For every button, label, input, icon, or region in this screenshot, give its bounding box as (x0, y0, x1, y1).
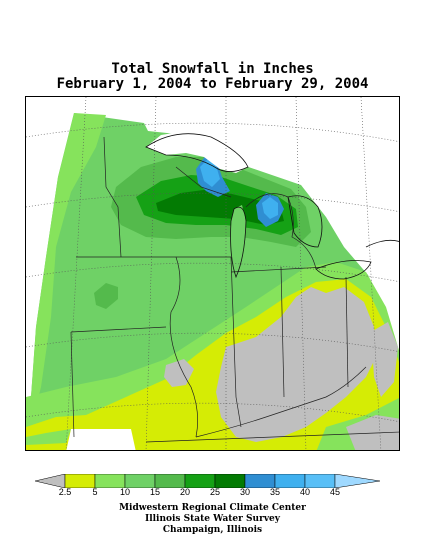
legend-tick-label: 40 (299, 487, 310, 497)
legend-swatch-below-2-5 (35, 474, 66, 488)
graticule-line (26, 262, 399, 282)
lake-michigan (230, 205, 246, 277)
state-boundary (345, 276, 349, 388)
mississippi-river (169, 256, 198, 438)
ohio-river (195, 366, 367, 438)
snowfall-zone-5-10-lower-left (26, 429, 71, 445)
legend-swatch-30-to-35 (244, 474, 276, 488)
color-legend: 2.5 5 10 15 20 25 30 35 40 45 (35, 474, 395, 514)
legend-tick-label: 30 (239, 487, 250, 497)
graticule-line (26, 402, 399, 422)
legend-swatch-40-to-45 (304, 474, 336, 488)
graticule-line (26, 122, 399, 142)
legend-tick-label: 20 (179, 487, 190, 497)
legend-tick-label: 15 (149, 487, 160, 497)
snowfall-map (25, 96, 400, 451)
legend-tick-label: 35 (269, 487, 280, 497)
graticule-line (26, 332, 399, 352)
lake-ontario-shore (365, 239, 399, 248)
snowfall-map-canvas (26, 97, 399, 450)
state-boundary (230, 266, 327, 273)
lake-superior (146, 131, 248, 173)
snowfall-zone-25-30 (156, 189, 284, 225)
legend-swatch-35-to-40 (274, 474, 306, 488)
lake-superior-shore (145, 133, 249, 172)
legend-bar (35, 474, 381, 488)
lake-erie-shore (315, 260, 372, 280)
legend-swatch-2-5-to-5 (64, 474, 96, 488)
michigan-outline (245, 193, 317, 270)
graticule-line (65, 97, 87, 450)
snowfall-zone-35-40-lower-mi (262, 197, 278, 219)
credit-line: Champaign, Illinois (162, 525, 263, 535)
credit-line: Midwestern Regional Climate Center (119, 503, 306, 513)
state-boundary (230, 256, 242, 428)
graticule-line (145, 97, 157, 450)
snowfall-zone-under-2-5-south (346, 415, 399, 450)
legend-swatch-15-to-20 (154, 474, 186, 488)
legend-tick-label: 5 (92, 487, 98, 497)
legend-tick-label: 2.5 (58, 487, 72, 497)
graticule-line (360, 97, 382, 450)
legend-swatch-5-to-10 (94, 474, 126, 488)
map-date-range: February 1, 2004 to February 29, 2004 (56, 76, 369, 92)
legend-tick-label: 10 (119, 487, 130, 497)
snowfall-zone-under-2-5-east (371, 322, 398, 397)
legend-swatch-25-to-30 (214, 474, 246, 488)
map-title: Total Snowfall in Inches (111, 61, 314, 77)
graticule-line (295, 97, 307, 450)
state-boundary (70, 331, 75, 438)
legend-swatch-20-to-25 (184, 474, 216, 488)
credit-line: Illinois State Water Survey (144, 514, 281, 524)
snowfall-zone-15-20-patch (94, 283, 118, 309)
legend-swatch-above-45 (334, 474, 381, 488)
unanalysed-area (66, 429, 136, 450)
lake-huron-shore (287, 195, 323, 248)
graticule-line (26, 192, 399, 212)
state-boundary (70, 326, 167, 333)
lake-michigan-shore (230, 206, 247, 279)
snowfall-zone-under-2-5-main (216, 287, 376, 442)
state-boundary (145, 431, 399, 443)
legend-swatch-10-to-15 (124, 474, 156, 488)
legend-tick-label: 25 (209, 487, 220, 497)
snowfall-zone-35-40-north (200, 159, 220, 187)
state-boundary (103, 136, 122, 258)
state-boundary (280, 266, 285, 398)
state-boundary (175, 166, 232, 198)
legend-tick-label: 45 (329, 487, 340, 497)
